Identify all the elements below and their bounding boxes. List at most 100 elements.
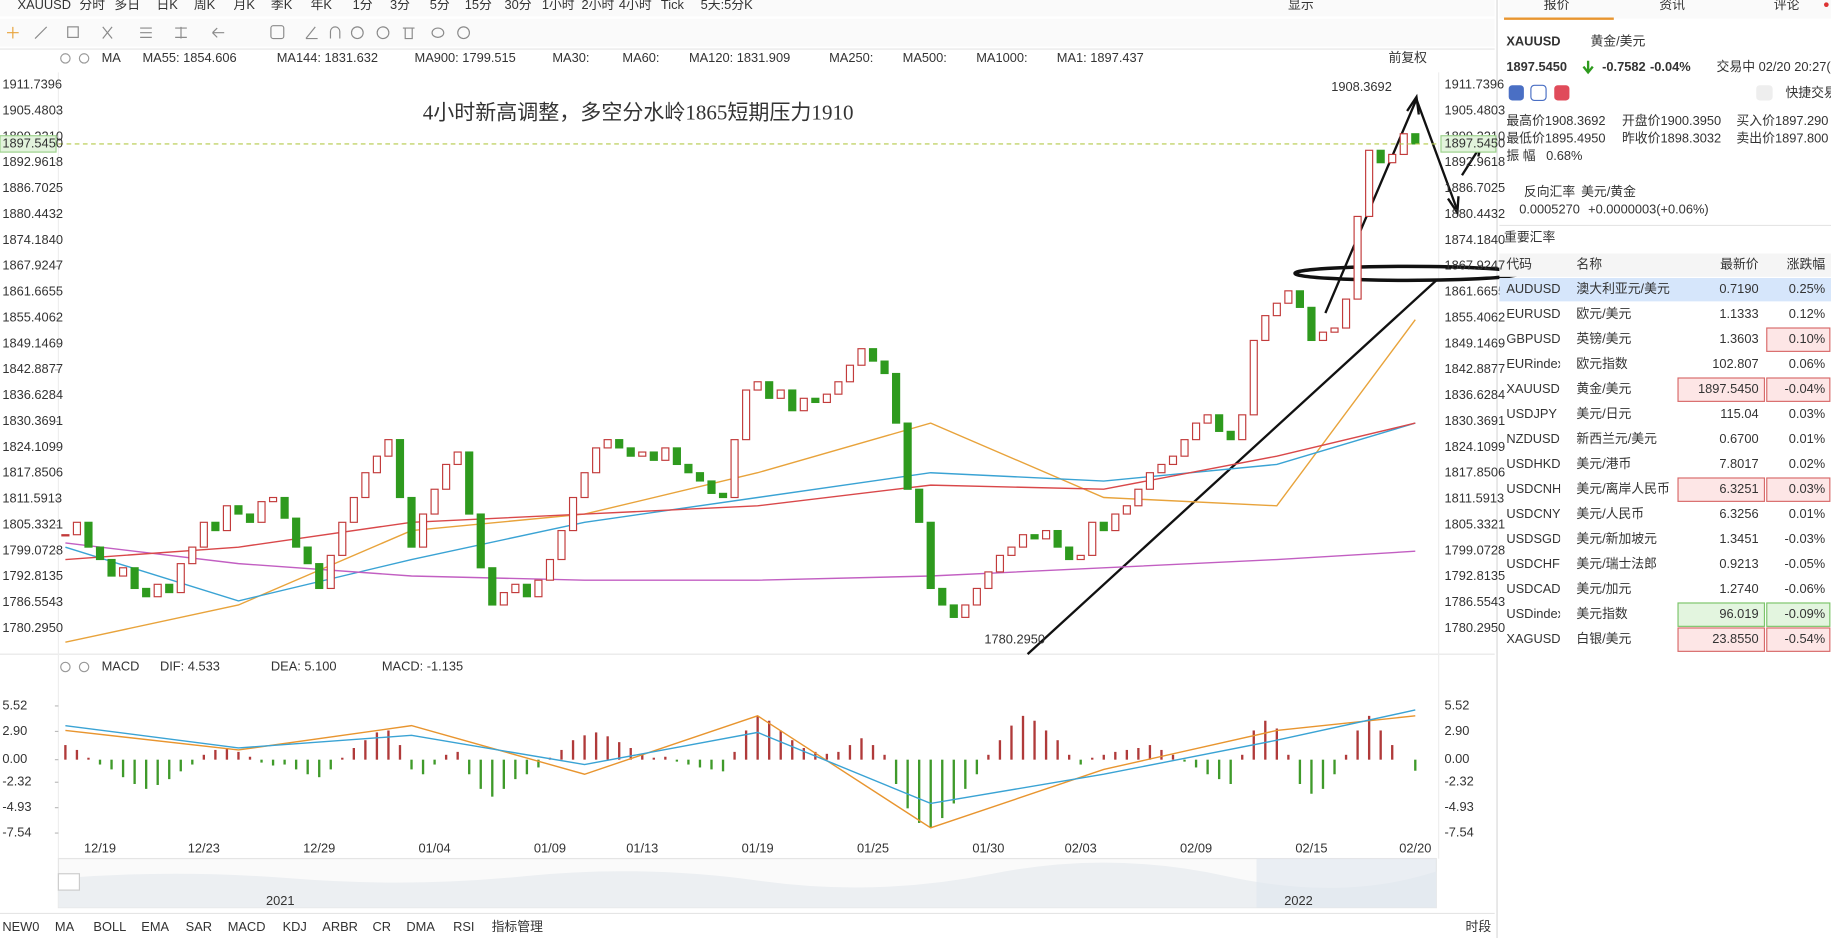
candle: [557, 529, 566, 561]
indicator-tab[interactable]: BOLL: [93, 919, 126, 934]
row-code[interactable]: USDHKD: [1506, 456, 1560, 471]
row-code[interactable]: USDCAD: [1506, 581, 1560, 596]
row-code[interactable]: GBPUSD: [1506, 331, 1560, 346]
row-name[interactable]: 欧元指数: [1576, 356, 1627, 371]
indicator-tab[interactable]: RSI: [453, 919, 474, 934]
display-menu[interactable]: 显示: [1288, 0, 1314, 12]
panel-tab[interactable]: 评论: [1774, 0, 1800, 12]
row-name[interactable]: 美元/港币: [1576, 456, 1631, 471]
row-name[interactable]: 欧元/美元: [1576, 306, 1631, 321]
quick-trade[interactable]: 快捷交易: [1785, 85, 1831, 100]
period-tab[interactable]: 周K: [194, 0, 216, 12]
row-name[interactable]: 新西兰元/美元: [1576, 431, 1657, 446]
indicator-tab[interactable]: CR: [373, 919, 392, 934]
candle: [372, 455, 381, 474]
panel-tab[interactable]: 报价: [1544, 0, 1570, 12]
indicator-tab[interactable]: DMA: [406, 919, 435, 934]
period-tab[interactable]: Tick: [661, 0, 685, 12]
row-name[interactable]: 美元/新加坡元: [1576, 531, 1657, 546]
row-code[interactable]: XAGUSD: [1506, 631, 1560, 646]
row-code[interactable]: USDSGD: [1506, 531, 1561, 546]
y-tick-label: 5.52: [1444, 697, 1469, 712]
row-name[interactable]: 美元/人民币: [1576, 506, 1644, 521]
row-code[interactable]: AUDUSD: [1506, 281, 1560, 296]
indicator-tab[interactable]: KDJ: [283, 919, 307, 934]
y-tick-label: 1824.1099: [2, 439, 63, 454]
row-code[interactable]: EURUSD: [1506, 306, 1560, 321]
period-tab[interactable]: 5天:5分K: [701, 0, 753, 12]
candle: [1376, 149, 1385, 164]
row-name[interactable]: 英镑/美元: [1576, 331, 1631, 346]
candle: [880, 360, 889, 375]
reverse-pair[interactable]: 美元/黄金: [1581, 184, 1636, 199]
row-name[interactable]: 美元/加元: [1576, 581, 1631, 596]
row-name[interactable]: 美元/瑞士法郎: [1576, 556, 1657, 571]
drawing-tools[interactable]: [7, 25, 471, 40]
quote-change-pct: -0.04%: [1650, 59, 1691, 74]
row-name[interactable]: 白银/美元: [1576, 631, 1631, 646]
period-tab[interactable]: 分时: [79, 0, 105, 12]
indicator-tab[interactable]: NEW0: [2, 919, 39, 934]
legend-icons[interactable]: [60, 53, 90, 673]
period-tab[interactable]: 1小时: [542, 0, 575, 12]
drawing-toolbar: [0, 18, 1495, 47]
row-change: -0.54%: [1785, 631, 1826, 646]
row-code[interactable]: USDCNY: [1506, 506, 1561, 521]
row-code[interactable]: USDCHF: [1506, 556, 1560, 571]
y-tick-label: -2.32: [1444, 774, 1473, 789]
row-name[interactable]: 黄金/美元: [1576, 381, 1631, 396]
period-tab[interactable]: 4小时: [619, 0, 652, 12]
period-tab[interactable]: 季K: [271, 0, 293, 12]
navigator-handle[interactable]: [57, 873, 80, 891]
legend-entry: MACD: -1.135: [382, 658, 463, 673]
row-code[interactable]: NZDUSD: [1506, 431, 1559, 446]
candle: [1111, 513, 1120, 532]
row-code[interactable]: USDCNH: [1506, 481, 1561, 496]
candle: [361, 472, 370, 499]
indicator-tab[interactable]: MACD: [228, 919, 266, 934]
quote-icons[interactable]: [1508, 84, 1773, 102]
candle: [695, 472, 705, 482]
row-code[interactable]: XAUUSD: [1506, 381, 1559, 396]
indicator-tab[interactable]: EMA: [141, 919, 169, 934]
row-price: 96.019: [1719, 606, 1758, 621]
tabs-bg: [1499, 0, 1831, 19]
table-title: 重要汇率: [1504, 230, 1555, 245]
indicator-tab[interactable]: ARBR: [322, 919, 358, 934]
period-tab[interactable]: 30分: [504, 0, 531, 12]
period-tab[interactable]: 5分: [430, 0, 450, 12]
candle: [395, 439, 405, 499]
period-tab[interactable]: 年K: [311, 0, 333, 12]
candle: [822, 393, 831, 404]
period-tab[interactable]: 1分: [353, 0, 373, 12]
period-tab[interactable]: 3分: [390, 0, 410, 12]
period-tab[interactable]: 日K: [156, 0, 178, 12]
row-name[interactable]: 美元/离岸人民币: [1576, 481, 1669, 496]
period-tab[interactable]: 15分: [465, 0, 492, 12]
candle: [1318, 331, 1328, 342]
row-name[interactable]: 美元/日元: [1576, 406, 1631, 421]
legend-entry: MA500:: [903, 50, 947, 65]
session-tab[interactable]: 时段: [1466, 919, 1492, 934]
adjust-toggle[interactable]: 前复权: [1388, 50, 1427, 65]
row-code[interactable]: EURindex: [1506, 356, 1564, 371]
symbol[interactable]: XAUUSD: [18, 0, 71, 12]
indicator-tab[interactable]: MA: [55, 919, 75, 934]
candle: [915, 488, 924, 523]
row-name[interactable]: 澳大利亚元/美元: [1576, 281, 1670, 296]
candle: [1065, 546, 1074, 561]
row-code[interactable]: USDJPY: [1506, 406, 1557, 421]
period-tab[interactable]: 2小时: [582, 0, 615, 12]
y-tick-label: -4.93: [1444, 799, 1473, 814]
indicator-tab[interactable]: SAR: [186, 919, 212, 934]
row-name[interactable]: 美元指数: [1576, 606, 1627, 621]
candle: [926, 521, 935, 590]
navigator-window[interactable]: [1256, 858, 1437, 908]
flash-cell: [1677, 477, 1766, 502]
indicator-manage[interactable]: 指标管理: [492, 919, 543, 934]
period-tab[interactable]: 月K: [234, 0, 256, 12]
period-tab[interactable]: 多日: [114, 0, 140, 12]
panel-tab[interactable]: 资讯: [1659, 0, 1685, 12]
row-code[interactable]: USDindex: [1506, 606, 1564, 621]
candle: [1191, 422, 1201, 441]
